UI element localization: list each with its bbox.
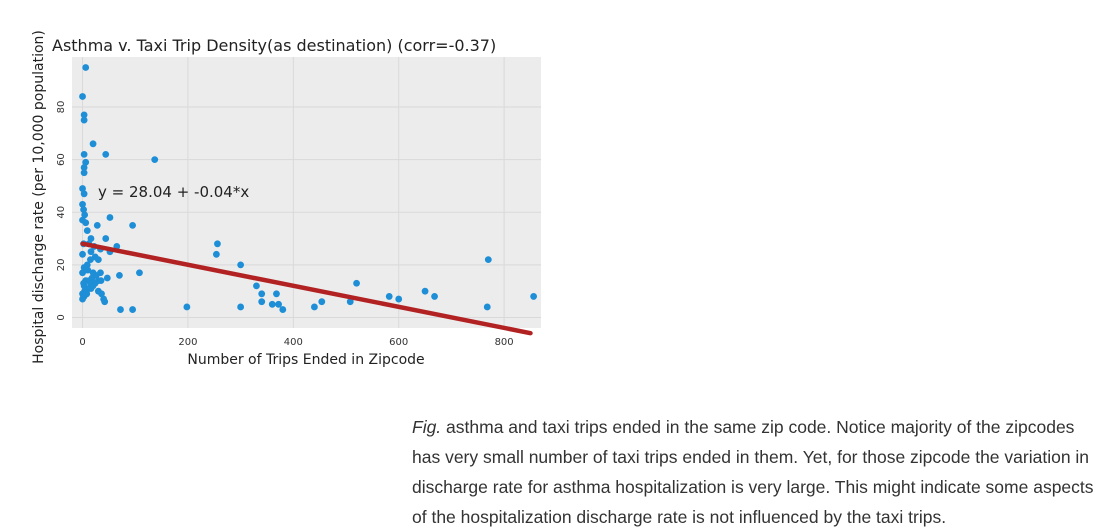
data-point — [421, 287, 429, 295]
x-tick-label: 0 — [79, 337, 85, 348]
y-tick-label: 20 — [56, 258, 67, 271]
data-point — [79, 250, 86, 258]
data-point — [253, 282, 260, 290]
data-point — [93, 221, 101, 229]
x-tick-label: 200 — [178, 337, 197, 348]
regression-equation: y = 28.04 + -0.04*x — [98, 183, 249, 201]
data-point — [80, 206, 87, 214]
data-point — [80, 150, 88, 158]
plot-area — [72, 57, 541, 328]
data-point — [97, 269, 104, 277]
data-point — [80, 111, 88, 119]
data-point — [214, 240, 221, 248]
data-point — [117, 306, 124, 313]
data-point — [212, 250, 220, 258]
gridlines — [72, 57, 541, 328]
data-point — [79, 269, 86, 277]
chart-title: Asthma v. Taxi Trip Density(as destinati… — [52, 36, 496, 55]
data-point — [80, 164, 88, 171]
regression-line — [80, 241, 533, 336]
data-point — [82, 219, 90, 227]
data-point — [346, 298, 354, 306]
data-point — [87, 248, 95, 256]
data-point — [353, 279, 360, 287]
data-point — [82, 64, 90, 71]
scatter-chart: 0 200 400 600 800 0 20 40 60 80 y = 28.04 + -0.04… — [31, 30, 541, 368]
data-point — [87, 285, 95, 292]
data-point — [87, 256, 94, 263]
x-axis-label: Number of Trips Ended in Zipcode — [187, 352, 424, 368]
data-point — [94, 256, 102, 263]
data-point — [97, 277, 105, 285]
data-point — [483, 303, 491, 311]
data-point — [80, 190, 88, 198]
data-point — [318, 298, 326, 306]
data-point — [80, 169, 88, 177]
y-tick-label: 80 — [56, 101, 67, 114]
data-point — [431, 293, 438, 300]
data-point — [98, 290, 105, 298]
data-point — [81, 211, 89, 219]
data-point — [79, 200, 86, 208]
data-point — [103, 274, 111, 282]
data-point — [101, 298, 109, 306]
data-point — [129, 306, 137, 313]
data-point — [268, 300, 276, 308]
data-point — [258, 298, 266, 306]
data-point — [395, 295, 403, 303]
data-point — [102, 235, 110, 242]
x-tick-label: 400 — [284, 337, 303, 348]
data-point — [385, 293, 393, 300]
data-point — [102, 150, 110, 158]
data-point — [89, 140, 97, 148]
data-points — [79, 64, 538, 313]
data-point — [83, 227, 91, 235]
x-tick-label: 600 — [389, 337, 408, 348]
data-point — [79, 185, 86, 192]
data-point — [279, 306, 287, 313]
data-point — [530, 293, 538, 300]
data-point — [484, 256, 492, 263]
data-point — [80, 116, 88, 124]
data-point — [183, 303, 191, 311]
data-point — [311, 303, 318, 311]
x-tick-label: 800 — [495, 337, 514, 348]
data-point — [273, 290, 280, 298]
figure-caption: Fig. asthma and taxi trips ended in the … — [412, 412, 1102, 532]
data-point — [275, 300, 282, 308]
data-point — [136, 269, 143, 277]
data-point — [258, 290, 266, 298]
data-point — [237, 303, 245, 311]
data-point — [87, 235, 95, 242]
data-point — [79, 93, 86, 100]
data-point — [106, 214, 114, 221]
data-point — [129, 221, 137, 229]
data-point — [151, 156, 159, 164]
caption-fig-label: Fig. — [412, 417, 442, 437]
data-point — [84, 266, 92, 274]
data-point — [82, 158, 90, 166]
y-tick-label: 0 — [56, 314, 67, 320]
y-tick-label: 40 — [56, 206, 67, 219]
y-tick-label: 60 — [56, 153, 67, 166]
y-axis-label: Hospital discharge rate (per 10,000 popu… — [31, 30, 47, 364]
axis-ticks: 0 200 400 600 800 0 20 40 60 80 — [56, 101, 514, 348]
data-point — [237, 261, 245, 269]
data-point — [79, 295, 86, 303]
data-point — [116, 271, 123, 279]
